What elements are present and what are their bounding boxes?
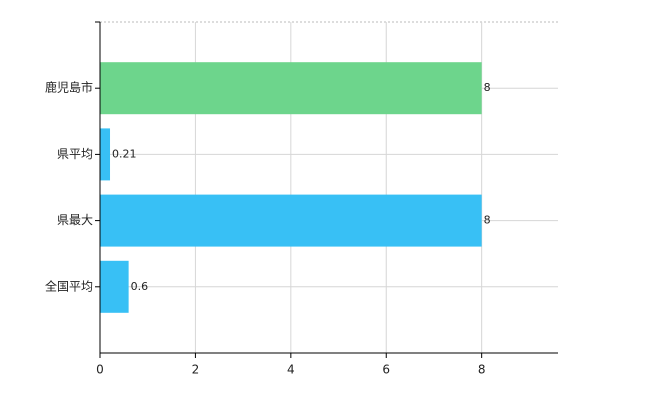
y-tick-label: 鹿児島市 [45, 80, 93, 95]
x-tick-label: 8 [478, 363, 486, 377]
x-tick-label: 4 [287, 363, 295, 377]
x-tick-label: 6 [382, 363, 390, 377]
bar [100, 62, 482, 115]
bar [100, 128, 111, 181]
x-tick-label: 2 [192, 363, 200, 377]
y-tick-label: 全国平均 [45, 278, 93, 293]
bar [100, 194, 482, 247]
y-tick-label: 県平均 [57, 147, 93, 161]
data-label: 8 [484, 81, 491, 94]
data-label: 0.21 [112, 147, 137, 160]
y-tick-label: 県最大 [57, 213, 93, 227]
data-label: 0.6 [131, 280, 149, 293]
x-tick-label: 0 [96, 363, 104, 377]
data-label: 8 [484, 214, 491, 227]
bar [100, 260, 129, 313]
